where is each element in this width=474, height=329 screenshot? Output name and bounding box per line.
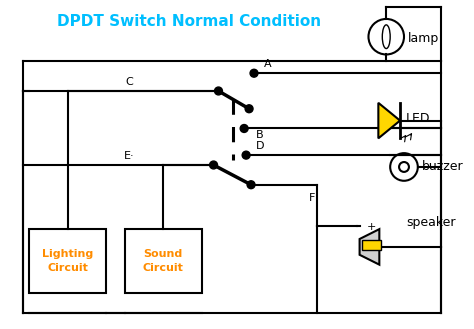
Text: D: D — [255, 141, 264, 151]
Text: +: + — [367, 222, 376, 232]
Circle shape — [247, 181, 255, 189]
Circle shape — [210, 161, 218, 169]
Text: DPDT Switch Normal Condition: DPDT Switch Normal Condition — [57, 14, 321, 29]
Circle shape — [250, 69, 258, 77]
Polygon shape — [360, 229, 379, 265]
Text: C: C — [126, 77, 134, 87]
Circle shape — [245, 105, 253, 113]
Text: lamp: lamp — [408, 32, 439, 45]
Bar — [362, 240, 381, 250]
Text: speaker: speaker — [406, 216, 456, 229]
Text: B: B — [256, 131, 264, 140]
Text: A: A — [264, 59, 272, 69]
Circle shape — [240, 125, 248, 133]
Circle shape — [242, 151, 250, 159]
Text: Lighting: Lighting — [42, 249, 93, 259]
Bar — [125, 229, 202, 293]
Text: E·: E· — [124, 151, 135, 161]
Text: F: F — [309, 192, 315, 203]
Polygon shape — [378, 103, 400, 139]
Text: buzzer: buzzer — [422, 161, 464, 173]
Text: LED: LED — [406, 112, 430, 125]
Text: Circuit: Circuit — [47, 263, 88, 273]
Circle shape — [390, 153, 418, 181]
Text: Circuit: Circuit — [143, 263, 183, 273]
Text: Sound: Sound — [144, 249, 183, 259]
Circle shape — [215, 87, 222, 95]
Bar — [29, 229, 106, 293]
